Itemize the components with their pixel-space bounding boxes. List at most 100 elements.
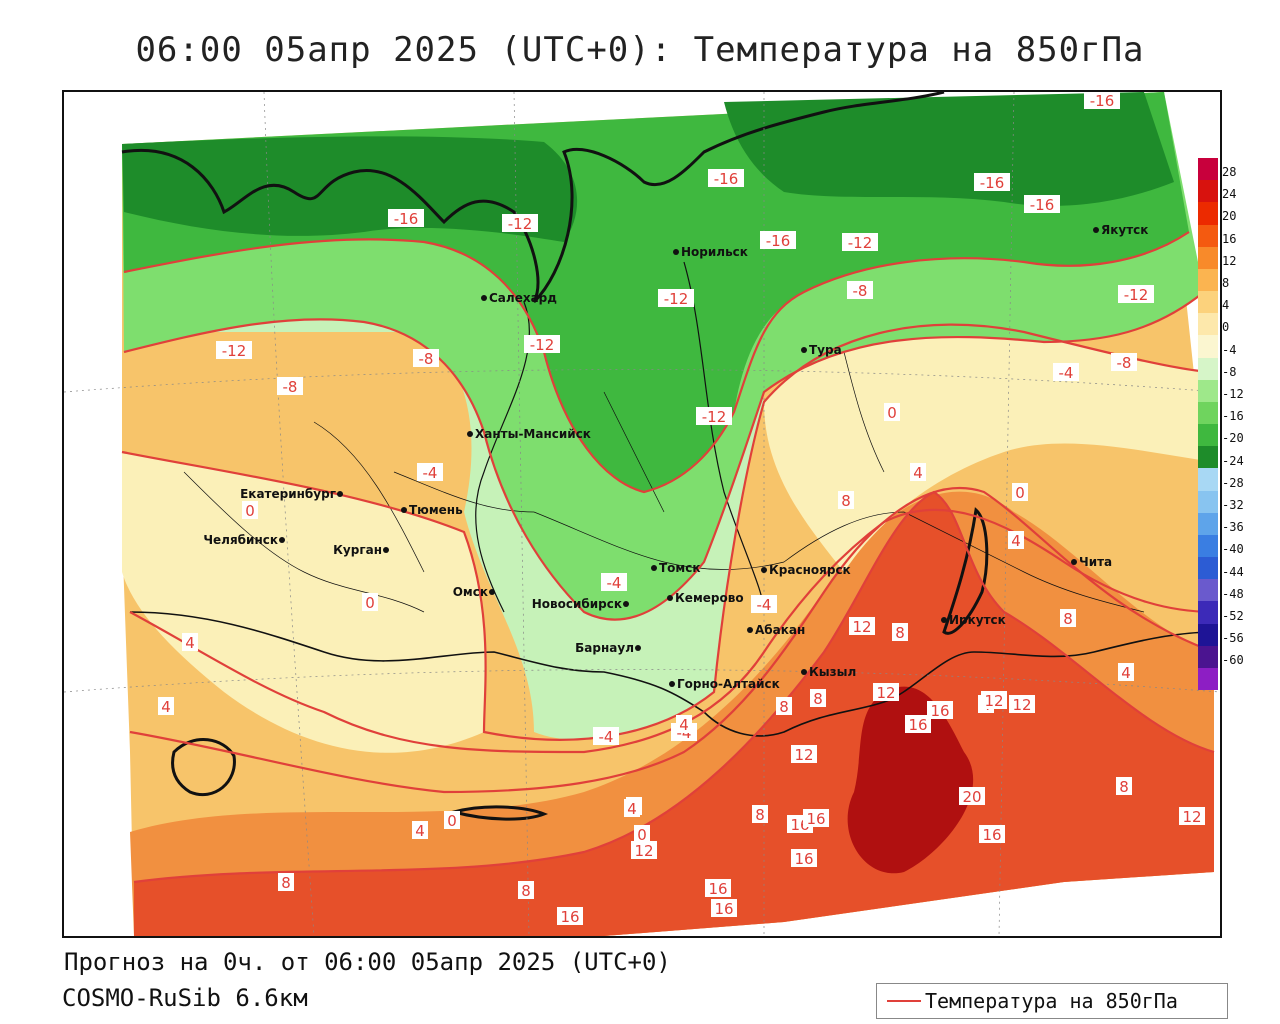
temperature-map[interactable]: Норильск Салехард Якутск Тура Ханты-Мансийск… [62, 90, 1222, 938]
contour-label-bg [524, 335, 560, 353]
contour-label-bg [1024, 195, 1060, 213]
colorbar-tick-label: 0 [1222, 320, 1230, 335]
colorbar-segment [1198, 291, 1218, 314]
city-layer: Норильск Салехард Якутск Тура Ханты-Мансийск… [203, 223, 1148, 691]
neutral-zone-2 [764, 324, 1214, 572]
colorbar-tick-label: 20 [1222, 209, 1237, 224]
contour-label-bg [277, 377, 303, 395]
contour-label: 4 [913, 464, 923, 482]
contour-label-bg [791, 745, 817, 763]
contour-label-bg [1118, 285, 1154, 303]
contour-label: 8 [841, 492, 851, 510]
contour-label: 16 [560, 908, 579, 926]
contour-label-bg [776, 697, 792, 715]
contour-label-bg [849, 617, 875, 635]
city-marker [481, 295, 487, 301]
contour-label-bg [158, 697, 174, 715]
balkhash-lake [448, 805, 549, 821]
city-marker [337, 491, 343, 497]
colorbar-segment [1198, 579, 1218, 602]
colorbar-tick-label: -16 [1222, 409, 1244, 424]
contour-label: 8 [895, 624, 905, 642]
city-marker [401, 507, 407, 513]
contour-label: 12 [1182, 808, 1201, 826]
city-label: Тура [809, 343, 842, 357]
contour-label: -16 [980, 174, 1005, 192]
colorbar-tick-label: 28 [1222, 165, 1237, 179]
city-marker [667, 595, 673, 601]
isotherms [121, 231, 1215, 884]
contour-label: -8 [419, 350, 434, 368]
contour-label: 4 [627, 800, 637, 818]
colorbar-tick-label: 16 [1222, 231, 1237, 246]
contour-label: -12 [508, 215, 533, 233]
contour-label-bg [518, 881, 534, 899]
national-border [129, 611, 1215, 737]
contour-label: -8 [1117, 354, 1132, 372]
contour-label-bg [658, 289, 694, 307]
contour-label-bg [810, 689, 826, 707]
contour-label: 4 [161, 698, 171, 716]
colorbar-tick-label: -52 [1222, 609, 1244, 623]
colorbar-tick-label: 8 [1222, 276, 1230, 290]
contour-label: 16 [714, 900, 733, 918]
contour-label-bg [1060, 609, 1076, 627]
colorbar-segment [1198, 446, 1218, 469]
aral-sea [171, 738, 236, 797]
colorbar-segment [1198, 224, 1218, 248]
colorbar-segment [1198, 313, 1218, 336]
contour-label: 4 [185, 634, 195, 652]
contour-label-bg [631, 841, 657, 859]
city-marker [1093, 227, 1099, 233]
colorbar-tick-label: -56 [1222, 631, 1244, 646]
legend-contour-swatch [887, 1000, 921, 1002]
very-cold-zone [122, 136, 578, 242]
contour-label-bg [624, 799, 640, 817]
colorbar-segment [1198, 202, 1218, 225]
city-marker [761, 567, 767, 573]
contour-label-bg [216, 341, 252, 359]
contour-label: -4 [599, 728, 614, 746]
contour-label-bg [696, 407, 732, 425]
contour-label-bg [502, 214, 538, 232]
city-label: Екатеринбург [240, 487, 336, 501]
forecast-line: Прогноз на 0ч. от 06:00 05апр 2025 (UTC+… [64, 948, 671, 976]
colorbar-segment [1198, 601, 1218, 624]
contour-label: -16 [714, 170, 739, 188]
contour-label: 8 [813, 690, 823, 708]
contour-label-bg [417, 463, 443, 481]
contour-label: 0 [365, 594, 375, 612]
colorbar-tick-label: -40 [1222, 542, 1244, 557]
contour-label-bg [1084, 92, 1120, 109]
colorbar-segment [1198, 468, 1218, 491]
contour-label: 8 [521, 882, 531, 900]
contour-label-bg [444, 811, 460, 829]
contour-label: 0 [637, 826, 647, 844]
contour-label: 4 [679, 716, 689, 734]
city-label: Абакан [755, 623, 805, 637]
colorbar-segment [1198, 512, 1218, 536]
contour-label: 12 [876, 684, 895, 702]
contour-label: 8 [1119, 778, 1129, 796]
contour-label-bg [1012, 483, 1028, 501]
contour-label-bg [974, 173, 1010, 191]
contour-label: 8 [755, 806, 765, 824]
contour-label: 16 [708, 880, 727, 898]
contour-label: 0 [1015, 484, 1025, 502]
city-label: Барнаул [575, 641, 634, 655]
city-label: Курган [333, 543, 382, 557]
contour-label-bg [242, 501, 258, 519]
city-marker [801, 669, 807, 675]
city-marker [941, 617, 947, 623]
contour-label-bg [711, 899, 737, 917]
contour-label: -8 [853, 282, 868, 300]
contour-label: 4 [1121, 664, 1131, 682]
contour-label: -16 [394, 210, 419, 228]
contour-label-bg [892, 623, 908, 641]
contour-label: 0 [887, 404, 897, 422]
city-marker [383, 547, 389, 553]
city-label: Салехард [489, 291, 557, 305]
contour-label: -12 [530, 336, 555, 354]
contour-label-bg [910, 463, 926, 481]
colorbar-segment [1198, 557, 1218, 580]
